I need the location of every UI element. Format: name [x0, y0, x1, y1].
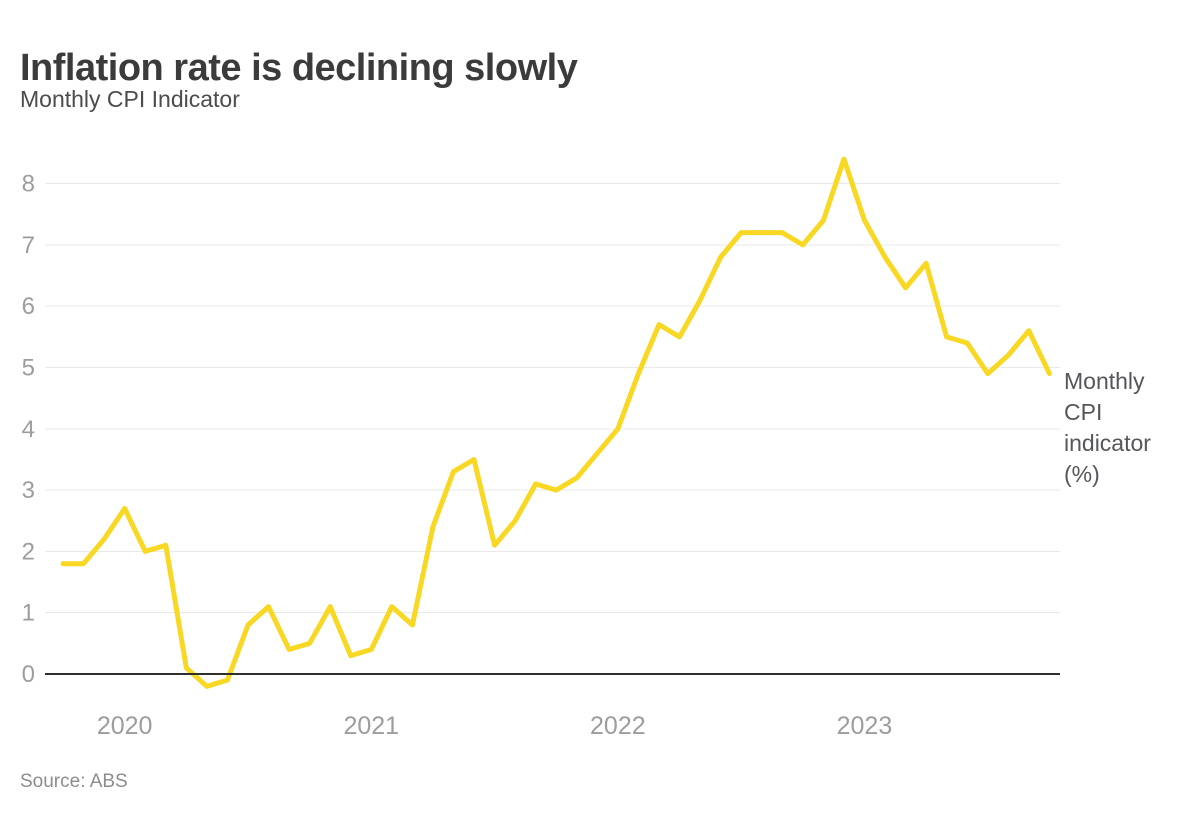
y-tick-label: 3 — [22, 477, 35, 504]
x-tick-label: 2023 — [837, 712, 893, 740]
chart-subtitle: Monthly CPI Indicator — [20, 86, 240, 112]
y-tick-label: 0 — [22, 661, 35, 688]
y-tick-label: 7 — [22, 232, 35, 259]
y-tick-label: 5 — [22, 355, 35, 382]
series-label: Monthly CPI indicator (%) — [1064, 368, 1151, 487]
y-tick-label: 4 — [22, 416, 35, 443]
source-note: Source: ABS — [20, 771, 128, 792]
y-tick-label: 2 — [22, 538, 35, 565]
chart-title: Inflation rate is declining slowly — [20, 47, 578, 90]
x-tick-label: 2022 — [590, 712, 646, 740]
x-tick-label: 2021 — [343, 712, 399, 740]
cpi-line — [60, 156, 1052, 689]
y-tick-label: 6 — [22, 293, 35, 320]
x-tick-label: 2020 — [97, 712, 153, 740]
y-tick-label: 8 — [22, 171, 35, 198]
y-tick-label: 1 — [22, 600, 35, 627]
